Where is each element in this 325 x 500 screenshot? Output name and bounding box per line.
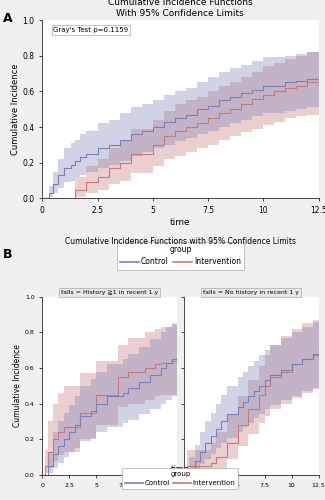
Title: falls = No history in recent 1 y: falls = No history in recent 1 y — [203, 290, 299, 295]
Legend: Control, Intervention: Control, Intervention — [123, 468, 238, 489]
Title: Cumulative Incidence Functions
With 95% Confidence Limits: Cumulative Incidence Functions With 95% … — [108, 0, 253, 18]
Title: falls = History ≧1 in recent 1 y: falls = History ≧1 in recent 1 y — [61, 290, 158, 295]
X-axis label: time: time — [170, 218, 191, 227]
Y-axis label: Cumulative Incidence: Cumulative Incidence — [11, 64, 20, 155]
Text: B: B — [3, 248, 13, 260]
Text: time: time — [171, 466, 190, 474]
Text: Gray's Test p=0.1159: Gray's Test p=0.1159 — [53, 27, 128, 33]
Text: Cumulative Incidence Functions with 95% Confidence Limits: Cumulative Incidence Functions with 95% … — [65, 236, 296, 246]
Text: A: A — [3, 12, 13, 26]
Y-axis label: Cumulative Incidence: Cumulative Incidence — [13, 344, 22, 427]
Legend: Control, Intervention: Control, Intervention — [117, 242, 244, 270]
